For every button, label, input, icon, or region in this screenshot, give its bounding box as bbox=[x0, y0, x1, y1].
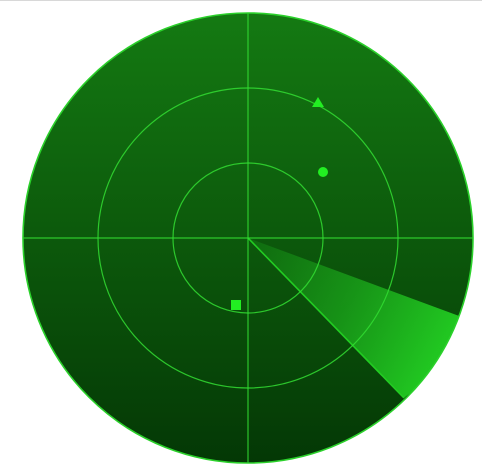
square-blip-icon bbox=[231, 300, 241, 310]
top-border bbox=[0, 0, 482, 1]
sweep-edge bbox=[247, 237, 405, 399]
triangle-blip-icon bbox=[312, 97, 324, 107]
radar-sweep bbox=[248, 238, 470, 398]
range-ring-outer bbox=[22, 12, 474, 464]
circle-blip-icon bbox=[318, 167, 328, 177]
